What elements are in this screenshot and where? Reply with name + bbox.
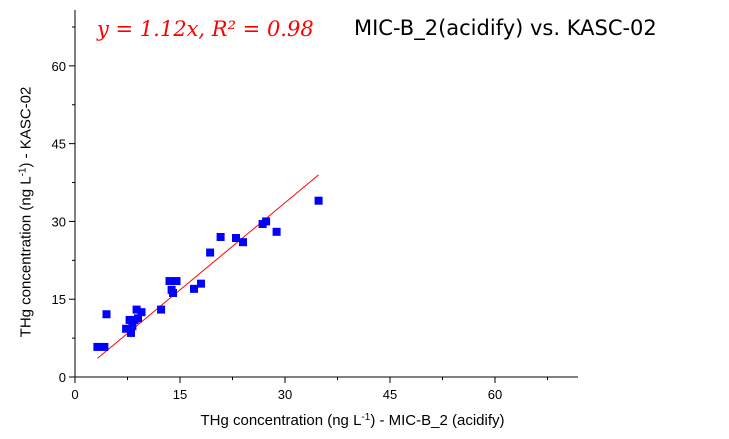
y-axis-label-sup: -1 bbox=[17, 167, 29, 177]
y-axis-label: THg concentration (ng L-1) - KASC-02 bbox=[17, 86, 35, 338]
y-tick-label: 0 bbox=[59, 370, 66, 385]
axes: 0 15 30 45 60 0 15 30 45 60 bbox=[52, 10, 578, 402]
data-point bbox=[314, 196, 323, 205]
y-tick-label: 45 bbox=[52, 137, 66, 152]
data-point bbox=[100, 342, 109, 351]
y-axis-label-text-end: ) - KASC-02 bbox=[17, 86, 35, 168]
y-axis-label-text: THg concentration (ng L bbox=[17, 176, 35, 338]
x-axis-label-text: THg concentration (ng L bbox=[200, 412, 362, 429]
data-point bbox=[169, 288, 177, 297]
x-tick-label: 45 bbox=[383, 387, 397, 402]
regression-equation: y = 1.12x, R² = 0.98 bbox=[97, 17, 314, 41]
data-point bbox=[122, 324, 131, 333]
data-point bbox=[172, 277, 181, 286]
data-point bbox=[125, 315, 134, 324]
data-point bbox=[232, 234, 240, 243]
x-tick-label: 60 bbox=[488, 387, 502, 402]
y-tick-label: 60 bbox=[52, 59, 66, 74]
data-point bbox=[272, 227, 281, 236]
data-point bbox=[190, 284, 198, 293]
y-tick-label: 30 bbox=[52, 214, 66, 229]
x-axis-label-text-end: ) - MIC-B_2 (acidify) bbox=[370, 412, 505, 429]
data-point bbox=[132, 305, 141, 314]
data-point bbox=[127, 328, 135, 337]
x-tick-label: 15 bbox=[173, 387, 187, 402]
x-axis-label: THg concentration (ng L-1) - MIC-B_2 (ac… bbox=[0, 412, 729, 429]
data-point bbox=[93, 342, 102, 351]
data-point bbox=[157, 305, 166, 314]
chart-title: MIC-B_2(acidify) vs. KASC-02 bbox=[354, 16, 657, 40]
points-group bbox=[93, 196, 323, 351]
data-point bbox=[128, 322, 137, 331]
x-tick-label: 0 bbox=[71, 387, 78, 402]
data-point bbox=[137, 308, 146, 317]
data-point bbox=[134, 314, 142, 323]
x-axis-label-sup: -1 bbox=[361, 412, 371, 423]
data-point bbox=[262, 217, 271, 226]
x-tick-label: 30 bbox=[278, 387, 292, 402]
data-point bbox=[206, 248, 215, 257]
data-point bbox=[216, 232, 225, 241]
data-point bbox=[239, 238, 247, 247]
data-point bbox=[197, 279, 205, 288]
data-point bbox=[102, 310, 111, 319]
data-point bbox=[165, 277, 174, 286]
y-tick-label: 15 bbox=[52, 292, 66, 307]
